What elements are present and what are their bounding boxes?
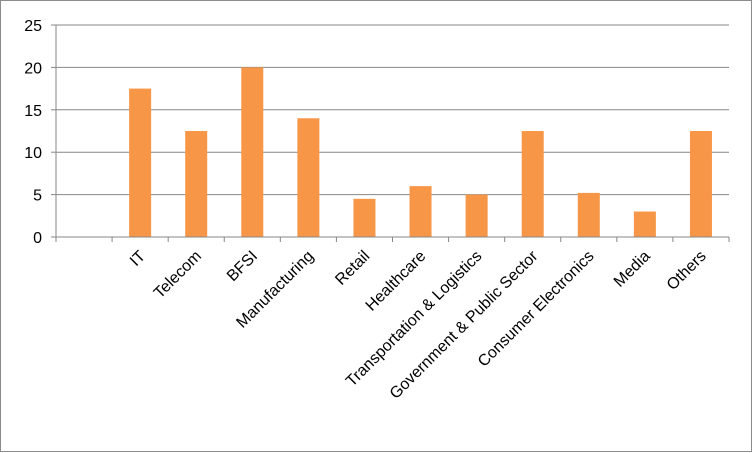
bar-bfsi [241, 67, 264, 238]
x-tick-label: BFSI [224, 248, 261, 285]
x-tick-label: Telecom [151, 248, 205, 302]
gridlines [56, 24, 729, 196]
y-tick-label: 15 [24, 103, 42, 120]
axes [51, 24, 730, 242]
bar-others [689, 131, 712, 237]
x-tick-label: Retail [332, 248, 373, 289]
bar-healthcare [409, 186, 432, 237]
bar-consumer-electronics [577, 192, 600, 237]
y-tick-label: 25 [24, 18, 42, 35]
bar-manufacturing [297, 118, 320, 237]
x-tick-label: Others [664, 248, 710, 294]
bars [129, 67, 712, 238]
bar-media [633, 211, 656, 237]
bar-telecom [185, 131, 208, 237]
y-tick-label: 20 [24, 60, 42, 77]
bar-government-public-sector [521, 131, 544, 237]
y-tick-label: 10 [24, 145, 42, 162]
y-tick-label: 0 [33, 230, 42, 247]
y-tick-labels: 0 5 10 15 20 25 [24, 18, 42, 247]
y-tick-label: 5 [33, 188, 42, 205]
bar-transportation-logistics [465, 194, 488, 237]
x-tick-label: Media [611, 248, 654, 291]
x-tick-label: IT [127, 248, 149, 270]
bar-retail [353, 198, 376, 237]
x-tick-label: Consumer Electronics [475, 248, 598, 371]
bar-it [129, 88, 152, 237]
